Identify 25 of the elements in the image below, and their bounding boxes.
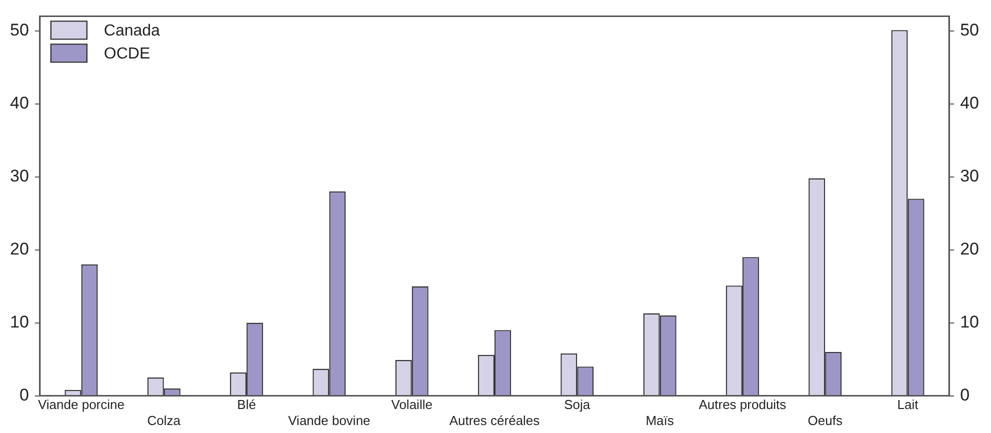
legend-label: OCDE — [104, 46, 150, 63]
x-tick-label: Autres céréales — [449, 412, 540, 428]
y2-tick-label: 20 — [960, 239, 980, 258]
x-tick-label: Soja — [564, 397, 591, 412]
y-tick-label: 40 — [10, 93, 29, 112]
x-tick-label: Colza — [147, 412, 182, 428]
y2-tick-label: 30 — [960, 166, 980, 186]
y-tick-label: 10 — [10, 312, 29, 332]
y2-tick-label: 50 — [960, 20, 980, 40]
x-tick-label: Viande bovine — [288, 412, 370, 428]
y2-tick-label: 10 — [960, 312, 980, 332]
y-tick-label: 50 — [10, 20, 29, 40]
y2-tick-label: 40 — [960, 93, 980, 112]
y2-tick-label: 0 — [960, 385, 970, 404]
legend-label: Canada — [104, 22, 160, 40]
x-tick-label: Maïs — [646, 412, 674, 428]
y-tick-label: 20 — [10, 239, 29, 258]
y-tick-label: 0 — [19, 385, 29, 404]
x-tick-label: Blé — [237, 397, 256, 412]
x-tick-label: Volaille — [391, 397, 432, 412]
x-tick-label: Lait — [897, 397, 919, 412]
x-tick-label: Autres produits — [698, 397, 787, 412]
x-tick-label: Viande porcine — [38, 397, 124, 412]
x-tick-label: Oeufs — [808, 412, 843, 428]
y-tick-label: 30 — [10, 166, 29, 186]
